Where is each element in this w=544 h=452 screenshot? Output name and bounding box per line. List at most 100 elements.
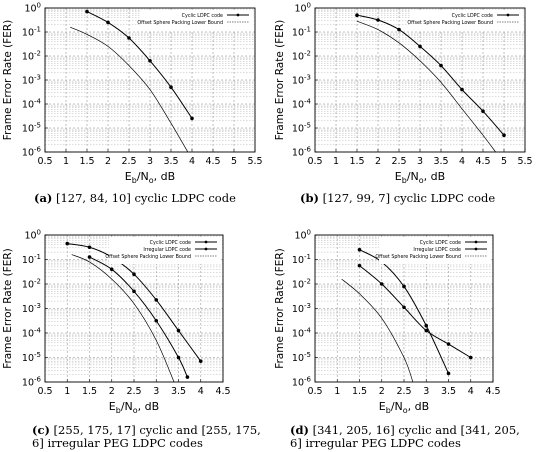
y-axis-label: Frame Error Rate (FER) <box>2 248 14 369</box>
legend-label: Offset Sphere Packing Lower Bound <box>407 20 493 26</box>
x-tick-label: 3 <box>147 156 153 167</box>
x-tick-label: 3 <box>153 386 159 397</box>
series-line-1 <box>86 11 193 119</box>
series-point-1 <box>106 20 110 25</box>
x-tick-label: 0.5 <box>307 156 322 167</box>
series-line-1 <box>356 14 505 136</box>
legend-marker <box>506 13 510 17</box>
x-tick-label: 5 <box>501 156 507 167</box>
series-point-1 <box>357 263 362 268</box>
y-tick-label: 10-2 <box>22 50 41 63</box>
y-tick-label: 10-6 <box>292 376 312 389</box>
series-point-1 <box>397 27 401 32</box>
series-point-2 <box>109 267 114 272</box>
legend-label: Cyclic LDPC code <box>150 240 191 246</box>
x-tick-label: 1 <box>333 156 339 167</box>
x-tick-label: 4 <box>189 156 195 167</box>
y-tick-label: 10-4 <box>292 98 312 111</box>
panel-a: 0.5 1 1.5 2 2.5 3 3.5 4 4.5 5 5.5 10-6 10-5 10-4 10-3 1… <box>0 0 272 226</box>
series-point-2 <box>154 318 159 323</box>
series-point-1 <box>418 44 422 49</box>
caption-text: [127, 84, 10] cyclic LDPC code <box>56 191 236 205</box>
y-tick-label: 10-5 <box>292 351 311 364</box>
caption-tag: (d) <box>290 423 309 437</box>
series-point-1 <box>190 116 194 121</box>
x-tick-label: 2.5 <box>126 386 141 397</box>
series-point-2 <box>357 247 362 252</box>
series-point-1 <box>439 63 443 68</box>
x-tick-label: 2 <box>379 386 385 397</box>
y-tick-label: 10-5 <box>292 122 311 135</box>
caption-d: (d) [341, 205, 16] cyclic and [341, 205,… <box>290 424 530 450</box>
y-tick-label: 10-5 <box>22 351 41 364</box>
legend-label: Offset Sphere Packing Lower Bound <box>137 20 223 26</box>
x-tick-label: 2 <box>375 156 381 167</box>
legend-label: Cyclic LDPC code <box>452 13 493 19</box>
x-tick-label: 1 <box>64 386 70 397</box>
series-point-1 <box>65 241 70 246</box>
y-tick-label: 10-2 <box>292 278 311 291</box>
series-point-1 <box>148 59 152 63</box>
x-tick-label: 1.5 <box>82 386 97 397</box>
x-tick-label: 3.5 <box>441 386 456 397</box>
legend-label: Offset Sphere Packing Lower Bound <box>105 254 191 260</box>
legend-label: Irregular LDPC code <box>413 247 461 253</box>
x-tick-label: 2 <box>105 156 111 167</box>
x-tick-label: 3.5 <box>171 386 186 397</box>
x-tick-label: 5.5 <box>247 156 262 167</box>
legend-label: Cyclic LDPC code <box>420 240 461 246</box>
series-point-1 <box>460 87 464 92</box>
chart-c: 0.5 1 1.5 2 2.5 3 3.5 4 4.5 10-6 10-5 10-4 10-3 10-2 1… <box>2 229 231 416</box>
x-tick-label: 4.5 <box>485 386 500 397</box>
series-point-1 <box>87 245 92 250</box>
x-tick-label: 0.5 <box>307 386 322 397</box>
legend-label: Offset Sphere Packing Lower Bound <box>375 254 461 260</box>
y-tick-label: 10-1 <box>22 253 41 266</box>
caption-tag: (b) <box>300 191 319 205</box>
series-point-1 <box>376 18 380 22</box>
series-point-2 <box>176 355 181 360</box>
y-tick-label: 10-2 <box>22 278 41 291</box>
x-axis-label: Eb/No, dB <box>379 400 429 415</box>
series-point-2 <box>132 289 136 294</box>
series-point-1 <box>85 9 89 14</box>
chart-b: 0.5 1 1.5 2 2.5 3 3.5 4 4.5 5 5.5 10-6 10-5 10-4 10-3 1… <box>274 2 533 186</box>
panel-c: 0.5 1 1.5 2 2.5 3 3.5 4 4.5 10-6 10-5 10-4 10-3 10-2 1… <box>0 226 272 452</box>
series-point-2 <box>424 323 429 328</box>
grid <box>44 7 256 153</box>
x-tick-label: 2.5 <box>391 156 406 167</box>
series-point-2 <box>402 284 406 289</box>
y-tick-label: 10-6 <box>292 146 312 159</box>
y-tick-label: 10-3 <box>22 302 41 315</box>
y-tick-label: 10-4 <box>22 327 42 340</box>
x-axis-label: Eb/No, dB <box>395 170 445 185</box>
y-axis-label: Frame Error Rate (FER) <box>2 20 14 141</box>
caption-a: (a) [127, 84, 10] cyclic LDPC code <box>34 192 270 205</box>
series-point-1 <box>446 342 451 346</box>
x-tick-label: 2.5 <box>396 386 411 397</box>
x-tick-label: 0.5 <box>37 156 52 167</box>
legend-label: Irregular LDPC code <box>143 247 191 253</box>
x-tick-label: 1.5 <box>349 156 364 167</box>
series-line-3 <box>71 254 175 383</box>
series-point-1 <box>127 36 131 40</box>
x-tick-label: 3 <box>417 156 423 167</box>
chart-a: 0.5 1 1.5 2 2.5 3 3.5 4 4.5 5 5.5 10-6 10-5 10-4 10-3 1… <box>2 2 263 186</box>
x-tick-label: 4.5 <box>475 156 490 167</box>
legend-marker <box>204 240 208 244</box>
series-line-1 <box>359 265 472 358</box>
x-tick-label: 1.5 <box>79 156 94 167</box>
series-point-2 <box>185 375 190 379</box>
series-point-1 <box>424 328 429 333</box>
x-tick-label: 5 <box>231 156 237 167</box>
y-tick-label: 10-2 <box>292 50 311 63</box>
legend-marker <box>474 247 478 251</box>
caption-text: [127, 99, 7] cyclic LDPC code <box>322 191 496 205</box>
legend-box <box>109 237 221 264</box>
y-tick-label: 10-3 <box>22 74 41 87</box>
caption-tag: (c) <box>32 423 50 437</box>
y-tick-label: 10-6 <box>22 376 42 389</box>
